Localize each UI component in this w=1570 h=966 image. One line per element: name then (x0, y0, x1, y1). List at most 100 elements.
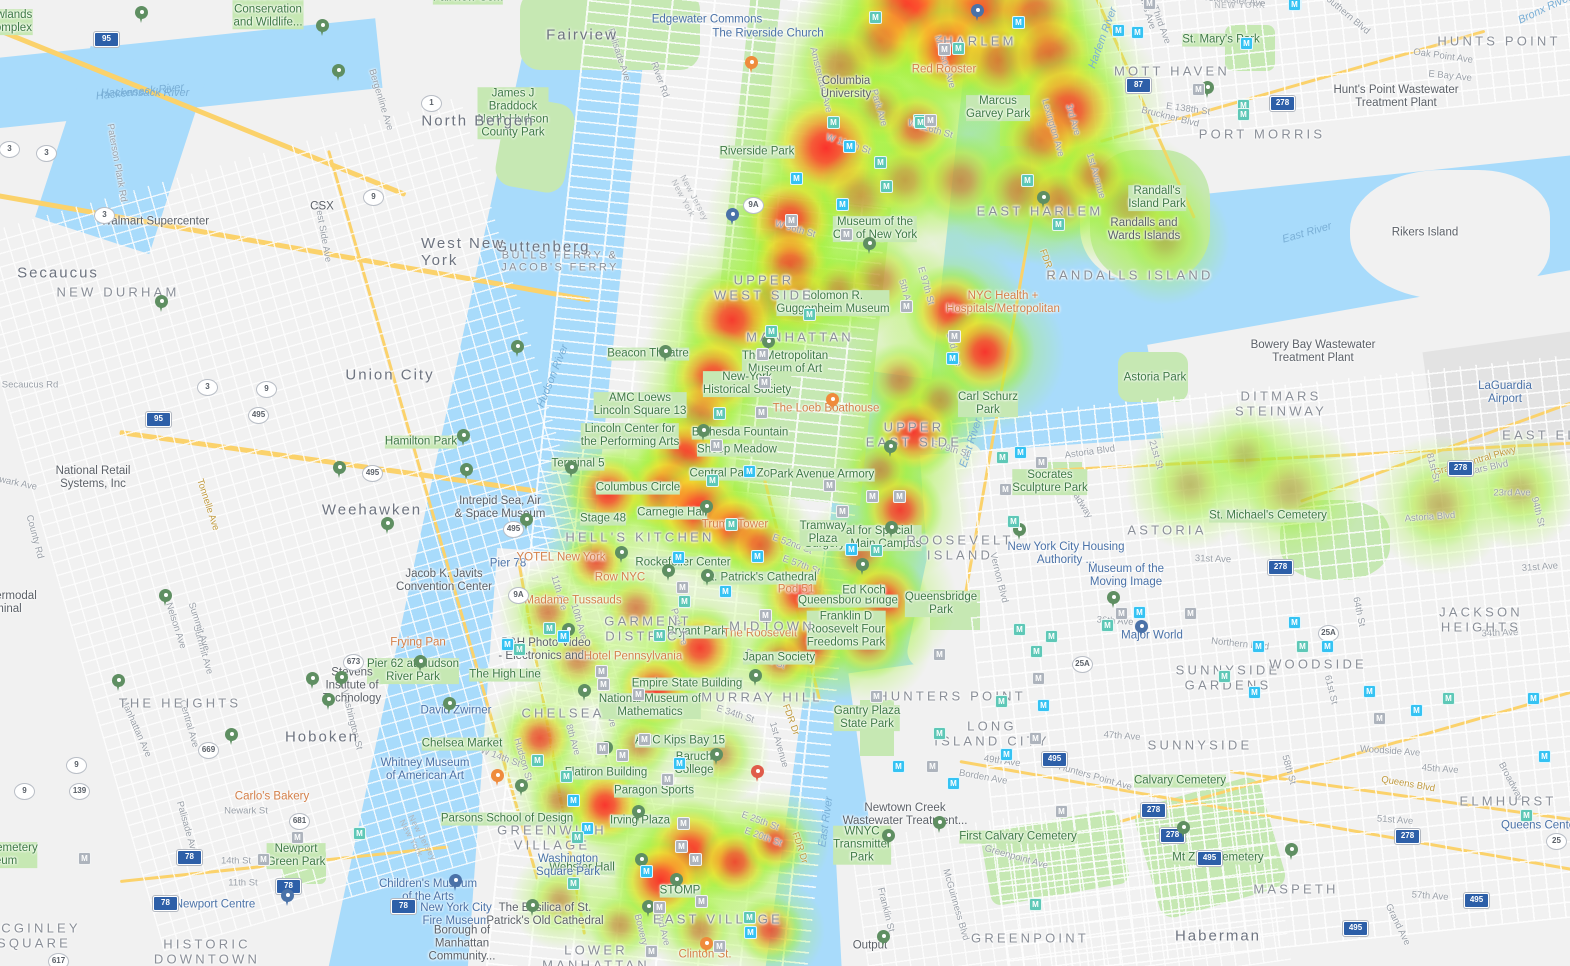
highway-shield[interactable]: 78 (153, 896, 178, 911)
subway-station-icon[interactable]: M (501, 638, 514, 651)
subway-station-icon[interactable]: M (874, 156, 887, 169)
subway-station-icon[interactable]: M (1014, 446, 1027, 459)
map-pin-icon[interactable] (751, 765, 764, 783)
map-pin-icon[interactable] (884, 440, 897, 458)
highway-shield[interactable]: 87 (1126, 78, 1151, 93)
subway-station-icon[interactable]: M (1000, 748, 1013, 761)
subway-station-icon[interactable]: M (713, 940, 726, 953)
subway-station-icon[interactable]: M (900, 300, 913, 313)
map-pin-icon[interactable] (877, 930, 890, 948)
subway-station-icon[interactable]: M (744, 926, 757, 939)
subway-station-icon[interactable]: M (560, 770, 573, 783)
subway-station-icon[interactable]: M (678, 595, 691, 608)
subway-station-icon[interactable]: M (595, 665, 608, 678)
subway-station-icon[interactable]: M (755, 406, 768, 419)
subway-station-icon[interactable]: M (1133, 606, 1146, 619)
map-pin-icon[interactable] (306, 672, 319, 690)
subway-station-icon[interactable]: M (1045, 630, 1058, 643)
subway-station-icon[interactable]: M (513, 643, 526, 656)
subway-station-icon[interactable]: M (695, 895, 708, 908)
map-pin-icon[interactable] (662, 564, 675, 582)
map-pin-icon[interactable] (615, 546, 628, 564)
subway-station-icon[interactable]: M (892, 760, 905, 773)
subway-station-icon[interactable]: M (1037, 699, 1050, 712)
highway-shield[interactable]: 673 (343, 654, 364, 671)
subway-station-icon[interactable]: M (803, 308, 816, 321)
subway-station-icon[interactable]: M (706, 474, 719, 487)
subway-station-icon[interactable]: M (543, 622, 556, 635)
map-pin-icon[interactable] (520, 513, 533, 531)
subway-station-icon[interactable]: M (1029, 732, 1042, 745)
map-pin-icon[interactable] (701, 569, 714, 587)
map-pin-icon[interactable] (697, 424, 710, 442)
map-pin-icon[interactable] (632, 805, 645, 823)
map-pin-icon[interactable] (726, 208, 739, 226)
subway-station-icon[interactable]: M (710, 439, 723, 452)
subway-station-icon[interactable]: M (1112, 24, 1125, 37)
highway-shield[interactable]: 278 (1270, 96, 1295, 111)
map-pin-icon[interactable] (1135, 620, 1148, 638)
map-pin-icon[interactable] (159, 589, 172, 607)
subway-station-icon[interactable]: M (996, 451, 1009, 464)
map-pin-icon[interactable] (457, 429, 470, 447)
map-pin-icon[interactable] (511, 340, 524, 358)
map-pin-icon[interactable] (332, 64, 345, 82)
subway-station-icon[interactable]: M (1029, 898, 1042, 911)
map-pin-icon[interactable] (670, 873, 683, 891)
highway-shield[interactable]: 495 (503, 521, 524, 538)
subway-station-icon[interactable]: M (1030, 645, 1043, 658)
highway-shield[interactable]: 495 (1042, 752, 1067, 767)
subway-station-icon[interactable]: M (567, 794, 580, 807)
subway-station-icon[interactable]: M (926, 760, 939, 773)
subway-station-icon[interactable]: M (995, 695, 1008, 708)
subway-station-icon[interactable]: M (1052, 218, 1065, 231)
subway-station-icon[interactable]: M (1131, 26, 1144, 39)
subway-station-icon[interactable]: M (1363, 685, 1376, 698)
map-pin-icon[interactable] (155, 295, 168, 313)
subway-station-icon[interactable]: M (1296, 640, 1309, 653)
subway-station-icon[interactable]: M (638, 733, 651, 746)
map-pin-icon[interactable] (1037, 191, 1050, 209)
subway-station-icon[interactable]: M (1288, 616, 1301, 629)
map-pin-icon[interactable] (1285, 843, 1298, 861)
subway-station-icon[interactable]: M (743, 911, 756, 924)
map-pin-icon[interactable] (710, 748, 723, 766)
subway-station-icon[interactable]: M (632, 688, 645, 701)
subway-station-icon[interactable]: M (1527, 692, 1540, 705)
highway-shield[interactable]: 9 (363, 189, 384, 206)
subway-station-icon[interactable]: M (999, 483, 1012, 496)
subway-station-icon[interactable]: M (653, 629, 666, 642)
map-pin-icon[interactable] (526, 899, 539, 917)
subway-station-icon[interactable]: M (743, 465, 756, 478)
subway-station-icon[interactable]: M (869, 11, 882, 24)
subway-station-icon[interactable]: M (1055, 805, 1068, 818)
subway-station-icon[interactable]: M (1013, 623, 1026, 636)
highway-shield[interactable]: 278 (1448, 461, 1473, 476)
subway-station-icon[interactable]: M (645, 945, 658, 958)
highway-shield[interactable]: 495 (1343, 921, 1368, 936)
map-pin-icon[interactable] (491, 769, 504, 787)
subway-station-icon[interactable]: M (836, 198, 849, 211)
subway-station-icon[interactable]: M (78, 852, 91, 865)
subway-station-icon[interactable]: M (1184, 607, 1197, 620)
highway-shield[interactable]: 617 (48, 953, 69, 966)
subway-station-icon[interactable]: M (1218, 670, 1231, 683)
highway-shield[interactable]: 78 (177, 850, 202, 865)
highway-shield[interactable]: 95 (94, 32, 119, 47)
subway-station-icon[interactable]: M (1373, 712, 1386, 725)
map-pin-icon[interactable] (882, 829, 895, 847)
subway-station-icon[interactable]: M (1288, 0, 1301, 11)
highway-shield[interactable]: 495 (1197, 851, 1222, 866)
subway-station-icon[interactable]: M (1032, 672, 1045, 685)
subway-station-icon[interactable]: M (1101, 619, 1114, 632)
highway-shield[interactable]: 3 (94, 207, 115, 224)
map-pin-icon[interactable] (826, 393, 839, 411)
subway-station-icon[interactable]: M (725, 518, 738, 531)
subway-station-icon[interactable]: M (880, 180, 893, 193)
subway-station-icon[interactable]: M (567, 877, 580, 890)
subway-station-icon[interactable]: M (353, 827, 366, 840)
subway-station-icon[interactable]: M (1240, 37, 1253, 50)
map-pin-icon[interactable] (700, 937, 713, 955)
map-pin-icon[interactable] (700, 500, 713, 518)
